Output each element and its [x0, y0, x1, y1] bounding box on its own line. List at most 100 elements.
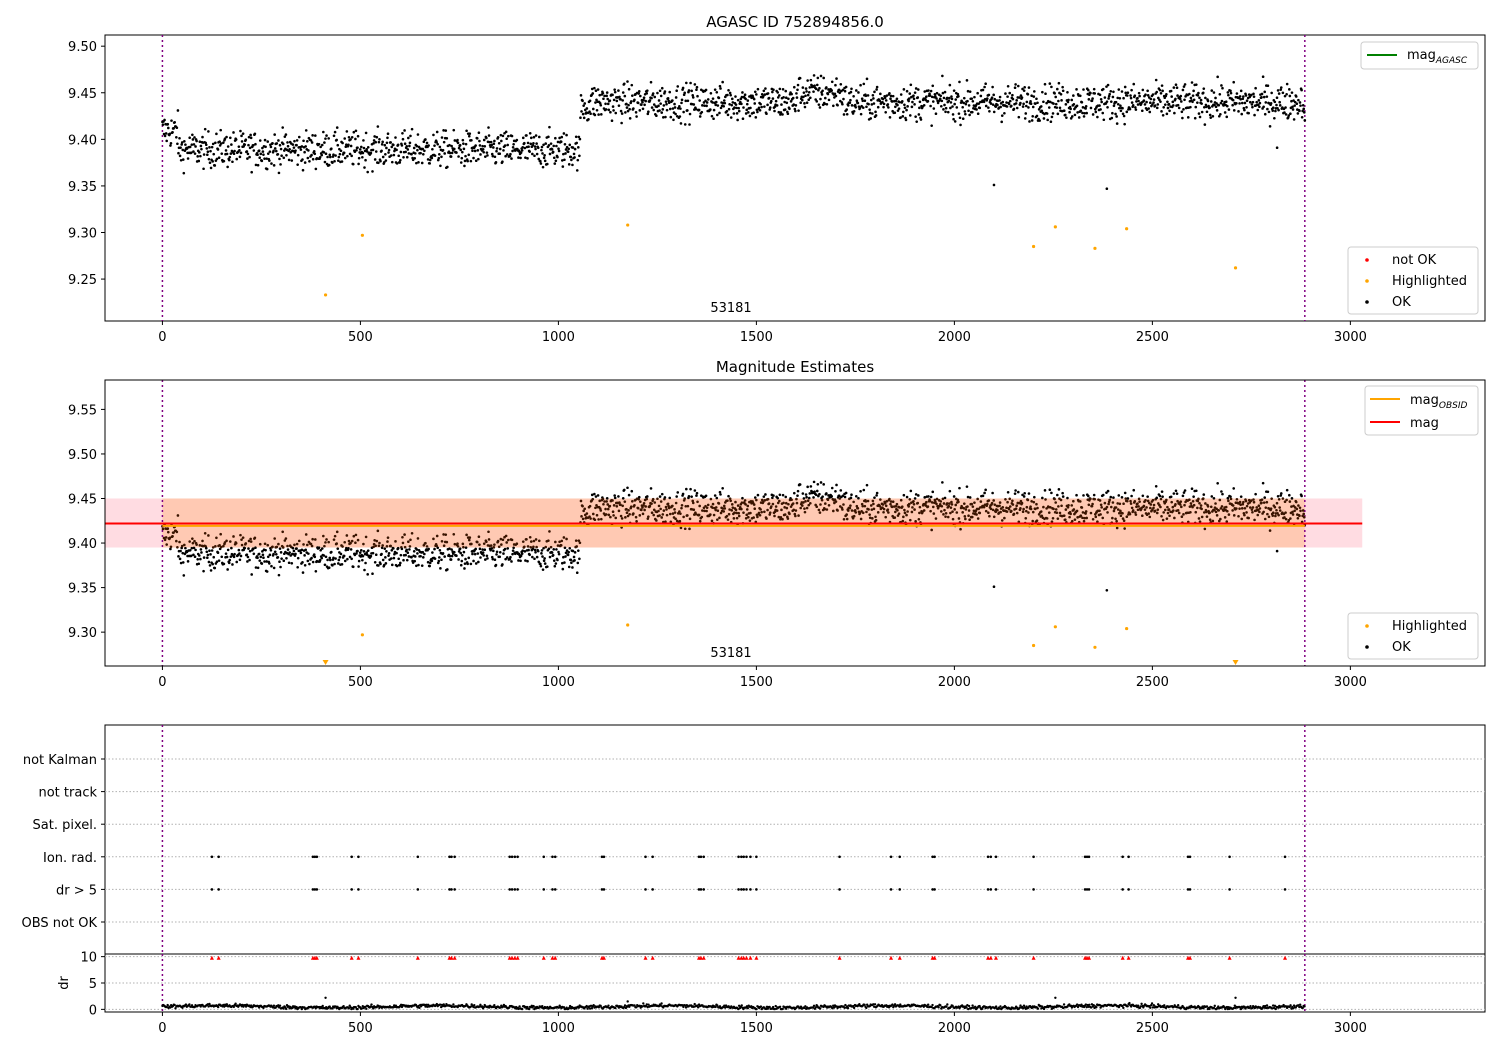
- ok-point: [482, 138, 486, 142]
- ok-point: [262, 153, 265, 156]
- ok-point: [164, 536, 168, 539]
- ok-point: [685, 487, 688, 491]
- ok-point: [562, 132, 566, 135]
- ok-point: [817, 508, 821, 512]
- ok-point: [1171, 100, 1175, 104]
- ok-point: [335, 138, 338, 142]
- ok-point: [566, 553, 570, 557]
- ok-point: [1153, 509, 1157, 513]
- ok-point: [1178, 503, 1182, 506]
- ok-point: [1068, 110, 1071, 114]
- below-range-marker: [1232, 660, 1239, 665]
- ok-point: [1205, 105, 1208, 109]
- ok-point: [372, 139, 376, 142]
- ok-point: [1197, 517, 1201, 520]
- ok-point: [230, 143, 233, 146]
- ok-point: [804, 500, 807, 503]
- ok-point: [719, 87, 722, 90]
- ok-point: [1119, 514, 1123, 518]
- ok-point: [861, 511, 865, 515]
- ok-point: [577, 135, 581, 139]
- ok-point: [331, 161, 334, 164]
- ok-point: [798, 76, 802, 80]
- ok-point: [849, 90, 853, 94]
- ok-point: [291, 143, 295, 146]
- ok-point: [1152, 503, 1156, 507]
- ok-point: [987, 499, 991, 502]
- ok-point: [324, 152, 328, 155]
- ok-point: [438, 556, 441, 559]
- magnitude-legend-lower: Highlighted OK: [1347, 612, 1479, 660]
- ok-point: [659, 500, 663, 503]
- ok-point: [296, 163, 299, 166]
- ok-point: [345, 130, 349, 133]
- ok-point: [1176, 509, 1180, 512]
- ok-point: [288, 551, 291, 554]
- flag-point: [1032, 888, 1035, 891]
- legend2-highlighted-label: Highlighted: [1392, 619, 1467, 634]
- ok-point: [688, 517, 692, 521]
- ok-point: [273, 550, 277, 554]
- ok-point: [534, 134, 538, 137]
- ok-point: [1050, 491, 1053, 495]
- ok-point: [178, 136, 181, 140]
- ok-point: [412, 550, 416, 553]
- ok-point: [526, 545, 530, 548]
- ok-point: [705, 104, 708, 108]
- ok-point: [1196, 499, 1200, 503]
- ok-point: [572, 555, 576, 559]
- ok-point: [456, 545, 460, 548]
- ok-point: [366, 573, 369, 576]
- ok-point: [1188, 92, 1191, 96]
- ok-point: [309, 542, 313, 546]
- ok-point: [240, 134, 243, 138]
- ok-point: [295, 139, 299, 142]
- ok-point: [502, 552, 505, 555]
- ok-point: [634, 111, 638, 114]
- ok-point: [244, 138, 248, 142]
- ok-point: [254, 142, 257, 146]
- ok-point: [1070, 504, 1074, 507]
- ok-point: [524, 559, 527, 562]
- ok-point: [220, 555, 224, 559]
- ok-point: [621, 496, 625, 500]
- ok-point: [689, 487, 692, 491]
- ok-point: [1091, 502, 1094, 506]
- ok-point: [1238, 507, 1241, 510]
- ok-point: [239, 533, 242, 537]
- ok-point: [555, 548, 558, 551]
- ok-point: [992, 110, 996, 114]
- ok-point: [1183, 83, 1187, 86]
- ok-point: [262, 556, 265, 559]
- ok-point: [196, 558, 199, 561]
- ok-point: [346, 154, 349, 158]
- ok-point: [328, 153, 332, 157]
- x-tick-label: 1500: [740, 330, 773, 345]
- ok-point: [789, 100, 793, 103]
- ok-point: [380, 546, 384, 550]
- ok-point: [356, 134, 360, 138]
- ok-point: [577, 146, 580, 149]
- ok-point: [1263, 517, 1267, 521]
- ok-point: [1089, 106, 1093, 110]
- ok-point: [939, 94, 943, 98]
- ok-point: [539, 159, 542, 163]
- ok-point: [1053, 497, 1056, 501]
- ok-point: [687, 495, 691, 498]
- ok-point: [222, 544, 225, 548]
- ok-point: [547, 144, 551, 147]
- ok-point: [1047, 511, 1051, 514]
- ok-point: [1006, 95, 1009, 98]
- ok-point: [1109, 89, 1113, 93]
- ok-point: [533, 145, 537, 148]
- ok-point: [259, 152, 263, 156]
- ok-point: [619, 514, 623, 518]
- ok-point: [266, 543, 270, 547]
- ok-point: [364, 535, 368, 539]
- ok-point: [1262, 501, 1266, 504]
- ok-point: [254, 546, 257, 550]
- ok-point: [208, 564, 212, 567]
- ok-point: [240, 543, 244, 547]
- ok-point: [1254, 492, 1257, 496]
- ok-point: [1000, 114, 1004, 117]
